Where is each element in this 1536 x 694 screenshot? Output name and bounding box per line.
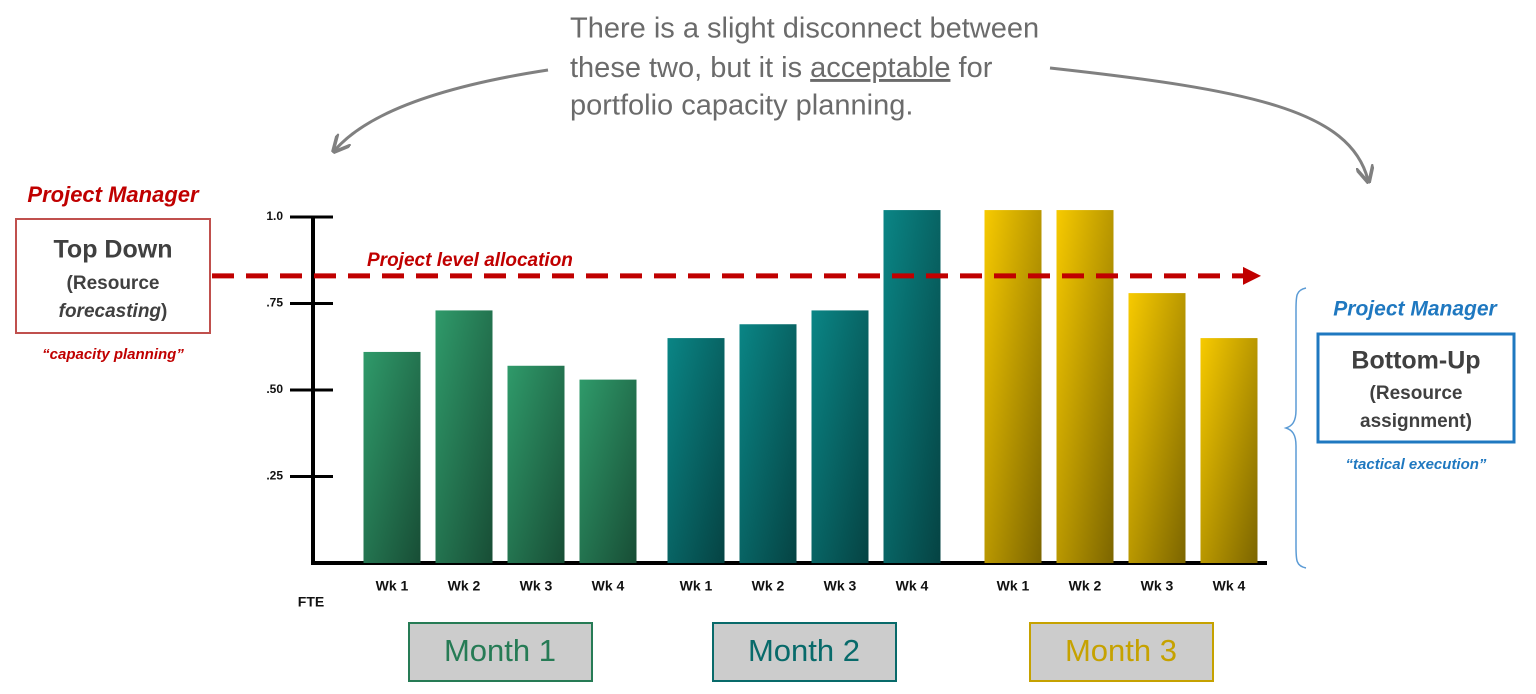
plot: .25 .50 .75 1.0 Wk 1 Wk 2 Wk 3 Wk 4 Month 1 Wk 1 W… — [212, 209, 1261, 682]
arrow — [1049, 66, 1368, 180]
panel-line: forecasting) — [59, 301, 168, 322]
x-tick-label: Wk 2 — [752, 578, 785, 594]
annotation-line: There is a slight disconnect between — [570, 13, 1039, 45]
annotation-line: these two, but it is acceptable for — [570, 52, 993, 84]
reference-arrowhead — [1243, 266, 1261, 285]
x-tick-label: Wk 1 — [997, 578, 1030, 594]
y-axis-label: FTE — [298, 594, 324, 610]
bar-shade — [435, 310, 493, 563]
bar-shade — [811, 310, 869, 563]
annotation-emphasis: acceptable — [810, 52, 950, 84]
x-tick-label: Wk 4 — [1213, 578, 1246, 594]
annotation-part: these two, but it is — [570, 52, 810, 84]
x-tick-label: Wk 4 — [592, 578, 625, 594]
x-tick-label: Wk 2 — [1069, 578, 1102, 594]
x-tick-label: Wk 1 — [376, 578, 409, 594]
bar-shade — [667, 338, 725, 563]
legend-box — [408, 622, 593, 682]
panel-part: ) — [161, 301, 167, 322]
x-tick-label: Wk 1 — [680, 578, 713, 594]
x-tick-label: Wk 3 — [824, 578, 857, 594]
legend-label: Month 2 — [748, 633, 860, 668]
bar-shade — [579, 379, 637, 563]
brace — [1283, 287, 1307, 569]
bar-shade — [883, 210, 941, 563]
reference-label: Project level allocation — [367, 250, 573, 271]
panel-line: (Resource — [67, 273, 160, 294]
bar-shade — [507, 365, 565, 563]
annotation-part: for — [950, 52, 992, 84]
panel-quote: “capacity planning” — [42, 346, 184, 363]
panel-quote: “tactical execution” — [1346, 456, 1487, 473]
legend-label: Month 1 — [444, 633, 556, 668]
legend-label: Month 3 — [1065, 633, 1177, 668]
panel-role: Project Manager — [27, 182, 200, 207]
legend-box — [1029, 622, 1214, 682]
bar-shade — [1056, 210, 1114, 563]
panel-title: Top Down — [54, 236, 173, 264]
panel-box — [1316, 332, 1516, 444]
bar-shade — [1200, 338, 1258, 563]
bar-shade — [363, 351, 421, 563]
x-tick-label: Wk 3 — [1141, 578, 1174, 594]
panel-line: (Resource — [1370, 383, 1463, 404]
y-tick-label: .50 — [266, 382, 283, 396]
bar-shade — [1128, 293, 1186, 563]
bar-shade — [984, 210, 1042, 563]
panel-role: Project Manager — [1333, 298, 1498, 321]
panel-box — [15, 218, 211, 334]
annotation-line: portfolio capacity planning. — [570, 90, 913, 122]
legend-box — [712, 622, 897, 682]
y-tick-label: .75 — [266, 296, 283, 310]
bar-shade — [739, 324, 797, 563]
panel-italic: forecasting — [59, 301, 162, 322]
panel-title: Bottom-Up — [1351, 347, 1480, 375]
y-tick-label: 1.0 — [266, 209, 283, 223]
x-tick-label: Wk 4 — [896, 578, 929, 594]
y-tick-label: .25 — [266, 469, 283, 483]
panel-line: assignment) — [1360, 411, 1472, 432]
x-tick-label: Wk 3 — [520, 578, 553, 594]
x-tick-label: Wk 2 — [448, 578, 481, 594]
arrow — [335, 68, 549, 150]
